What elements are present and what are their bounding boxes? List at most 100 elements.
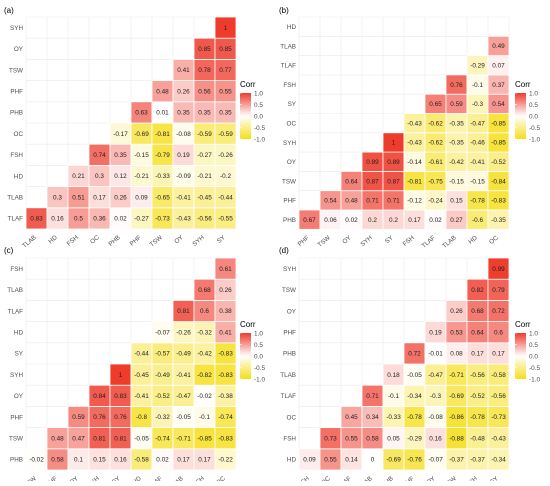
heatmap-cell bbox=[214, 257, 237, 280]
legend-tick-label: -1.0 bbox=[254, 376, 265, 383]
panel-label: (b) bbox=[279, 6, 289, 15]
legend-tick-label: -0.5 bbox=[529, 365, 540, 372]
cell-value-label: -0.62 bbox=[428, 140, 443, 147]
heatmap-panel: -0.02 0.58 0.1 0.15 0.16 -0.58 0.02 0.17 0.17 -0.… bbox=[4, 246, 265, 486]
cell-value-label: -0.26 bbox=[218, 152, 233, 159]
cell-value-label: 0.55 bbox=[345, 435, 358, 442]
cell-value-label: 0.71 bbox=[366, 198, 379, 205]
y-tick-label: HD bbox=[14, 173, 24, 180]
y-tick-label: FSH bbox=[283, 82, 296, 89]
cell-value-label: -0.35 bbox=[449, 140, 464, 147]
cell-value-label: 0.79 bbox=[492, 287, 505, 294]
cell-value-label: -0.61 bbox=[428, 159, 443, 166]
cell-value-label: -0.47 bbox=[470, 120, 485, 127]
x-tick-label: TLAF bbox=[336, 475, 352, 481]
legend-tick-label: 0.5 bbox=[254, 102, 263, 109]
cell-value-label: -0.41 bbox=[176, 194, 191, 201]
cell-value-label: -0.82 bbox=[197, 372, 212, 379]
cell-value-label: -0.01 bbox=[428, 351, 443, 358]
cell-value-label: 0.49 bbox=[492, 43, 505, 50]
y-tick-label: SYH bbox=[283, 266, 296, 273]
legend-title: Corr bbox=[515, 320, 531, 329]
y-tick-label: PHB bbox=[10, 457, 23, 464]
cell-value-label: -0.52 bbox=[470, 393, 485, 400]
y-tick-label: OC bbox=[287, 414, 297, 421]
cell-value-label: 0.26 bbox=[177, 88, 190, 95]
x-tick-label: SY bbox=[384, 234, 396, 245]
cell-value-label: 0.55 bbox=[219, 88, 232, 95]
y-tick-label: TLAF bbox=[8, 216, 24, 223]
cell-value-label: -0.45 bbox=[197, 194, 212, 201]
cell-value-label: -0.74 bbox=[155, 435, 170, 442]
cell-value-label: 0.74 bbox=[93, 152, 106, 159]
cell-value-label: 0 bbox=[371, 457, 375, 464]
cell-value-label: -0.05 bbox=[407, 372, 422, 379]
x-tick-label: TLAF bbox=[147, 475, 163, 481]
y-tick-label: HD bbox=[287, 24, 297, 31]
cell-value-label: -0.32 bbox=[155, 414, 170, 421]
cell-value-label: -0.52 bbox=[155, 393, 170, 400]
cell-value-label: -0.83 bbox=[218, 372, 233, 379]
cell-value-label: -0.81 bbox=[155, 131, 170, 138]
x-tick-label: TSW bbox=[317, 234, 332, 248]
cell-value-label: 0.17 bbox=[198, 457, 211, 464]
cell-value-label: 0.15 bbox=[450, 198, 463, 205]
cell-value-label: 0.26 bbox=[450, 308, 463, 315]
cell-value-label: 0.64 bbox=[471, 329, 484, 336]
cell-value-label: -0.17 bbox=[113, 131, 128, 138]
cell-value-label: -0.34 bbox=[407, 393, 422, 400]
cell-value-label: -0.48 bbox=[470, 435, 485, 442]
x-tick-label: OY bbox=[173, 234, 185, 246]
cell-value-label: 0.56 bbox=[198, 88, 211, 95]
cell-value-label: 0.81 bbox=[177, 308, 190, 315]
legend-tick-label: 0.5 bbox=[529, 342, 538, 349]
cell-value-label: -0.33 bbox=[155, 173, 170, 180]
cell-value-label: 0.54 bbox=[324, 198, 337, 205]
cell-value-label: -0.83 bbox=[491, 198, 506, 205]
cell-value-label: -0.21 bbox=[134, 173, 149, 180]
cell-value-label: -0.88 bbox=[449, 435, 464, 442]
cell-value-label: 0.55 bbox=[324, 457, 337, 464]
cell-value-label: 0.53 bbox=[450, 329, 463, 336]
cell-value-label: 0.58 bbox=[366, 435, 379, 442]
cell-value-label: 0.6 bbox=[200, 308, 209, 315]
cell-value-label: -0.58 bbox=[491, 372, 506, 379]
y-tick-label: SYH bbox=[10, 25, 23, 32]
cell-value-label: -0.37 bbox=[449, 457, 464, 464]
cell-value-label: -0.73 bbox=[491, 414, 506, 421]
cell-value-label: -0.55 bbox=[218, 216, 233, 223]
cell-value-label: -0.44 bbox=[134, 351, 149, 358]
cell-value-label: -0.41 bbox=[470, 159, 485, 166]
cell-value-label: 0.15 bbox=[93, 457, 106, 464]
cell-value-label: 0.78 bbox=[198, 67, 211, 74]
cell-value-label: 0.99 bbox=[492, 266, 505, 273]
cell-value-label: -0.02 bbox=[29, 457, 44, 464]
cell-value-label: -0.49 bbox=[176, 351, 191, 358]
cell-value-label: 0.35 bbox=[219, 110, 232, 117]
cell-value-label: 0.35 bbox=[198, 110, 211, 117]
x-tick-label: TLAF bbox=[420, 234, 436, 249]
cell-value-label: -0.74 bbox=[218, 414, 233, 421]
cell-value-label: 0.16 bbox=[114, 457, 127, 464]
cell-value-label: 0.37 bbox=[492, 82, 505, 89]
cell-value-label: 0.85 bbox=[198, 46, 211, 53]
legend-tick-label: 1.0 bbox=[529, 330, 538, 337]
cell-value-label: -0.09 bbox=[176, 173, 191, 180]
cell-value-label: 0.17 bbox=[471, 351, 484, 358]
cell-value-label: 0.68 bbox=[198, 287, 211, 294]
legend-title: Corr bbox=[515, 80, 531, 89]
cell-value-label: 0.17 bbox=[177, 457, 190, 464]
cell-value-label: 0.3 bbox=[95, 173, 104, 180]
y-tick-label: OY bbox=[287, 308, 297, 315]
x-tick-label: PHF bbox=[45, 475, 59, 481]
cell-value-label: 0.02 bbox=[156, 457, 169, 464]
cell-value-label: -0.43 bbox=[407, 140, 422, 147]
legend-tick-label: 1.0 bbox=[254, 330, 263, 337]
cell-value-label: 0.19 bbox=[429, 329, 442, 336]
legend-title: Corr bbox=[240, 80, 256, 89]
x-tick-label: FSH bbox=[66, 234, 80, 248]
cell-value-label: -0.33 bbox=[386, 414, 401, 421]
x-tick-label: HD bbox=[131, 475, 143, 481]
cell-value-label: 0.76 bbox=[450, 82, 463, 89]
